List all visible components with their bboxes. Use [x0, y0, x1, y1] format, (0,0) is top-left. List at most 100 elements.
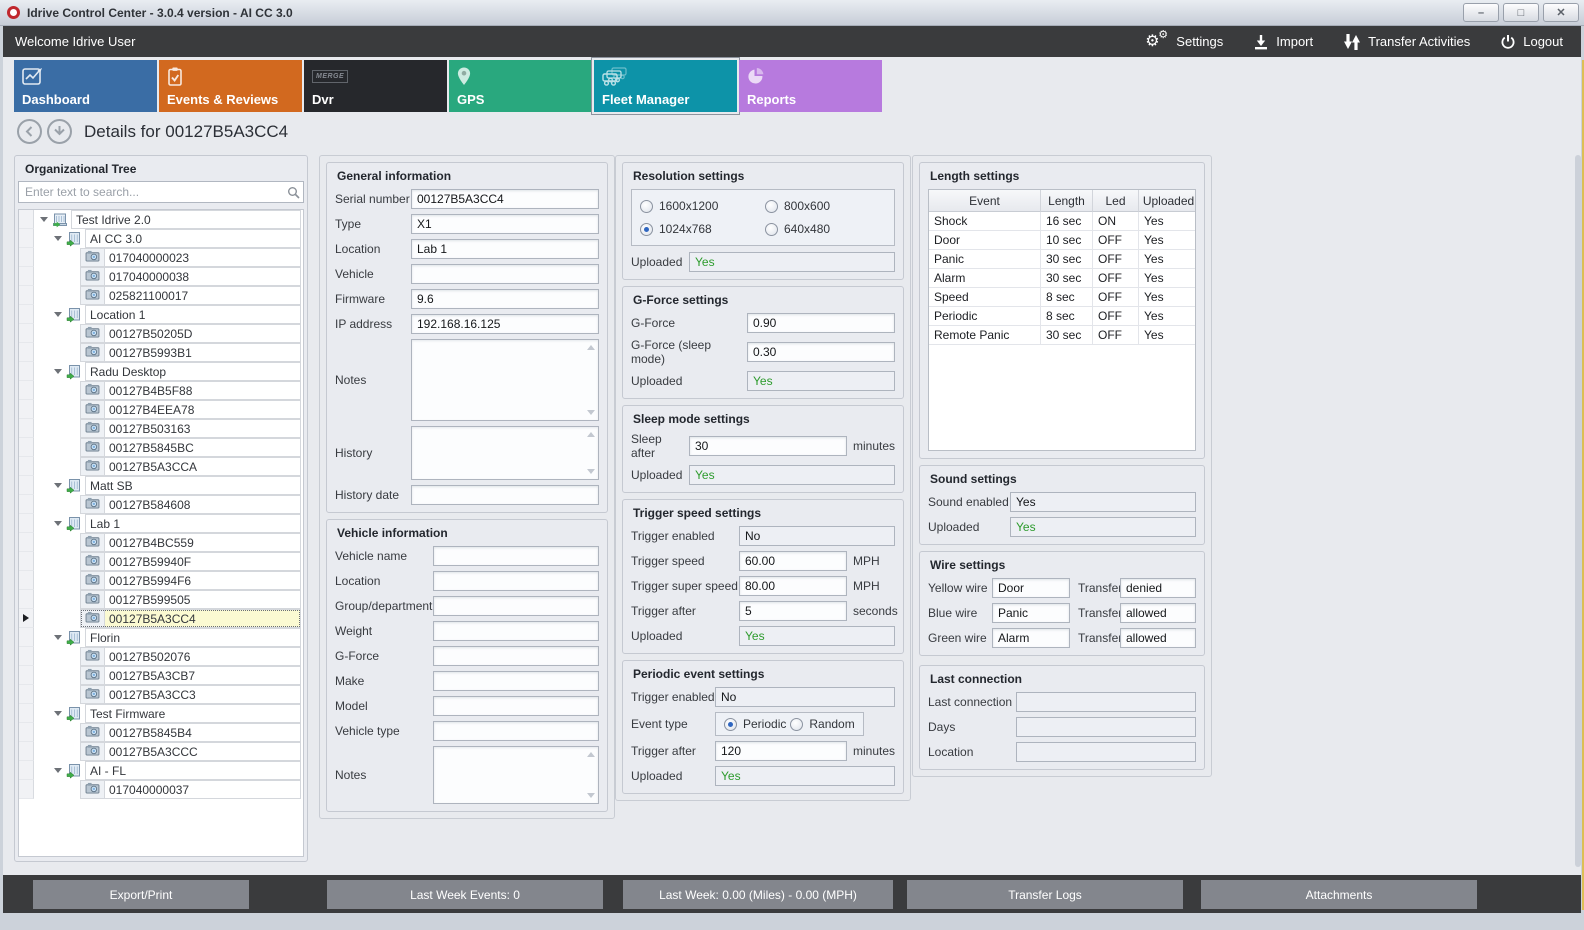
tree-row[interactable]: AI CC 3.0: [19, 229, 303, 248]
tab-dvr[interactable]: MERGE Dvr: [304, 60, 447, 112]
g-force-sleep-mode-field[interactable]: 0.30: [747, 342, 895, 362]
trigger-speed-field[interactable]: 60.00: [739, 551, 847, 571]
radio-button[interactable]: [765, 199, 778, 213]
vehicle-type-field[interactable]: [433, 721, 599, 741]
vertical-scrollbar[interactable]: [1575, 155, 1581, 867]
table-row[interactable]: Speed 8 sec OFF Yes: [929, 288, 1195, 307]
bottom-button-last-week-0-00-miles-0-00-mp[interactable]: Last Week: 0.00 (Miles) - 0.00 (MPH): [623, 880, 893, 909]
radio-button-selected[interactable]: [724, 717, 737, 731]
tab-reports[interactable]: Reports: [739, 60, 882, 112]
yellow-wire-field[interactable]: Door: [992, 578, 1070, 598]
vehicle-notes-field[interactable]: [433, 746, 599, 804]
resolution-option-640x480[interactable]: 640x480: [765, 222, 886, 236]
column-header-length[interactable]: Length: [1041, 190, 1093, 212]
toolbar-action-settings[interactable]: ⚙ ⚙ Settings: [1145, 29, 1223, 52]
expand-arrow-icon[interactable]: [54, 236, 62, 241]
column-header-led[interactable]: Led: [1093, 190, 1139, 212]
radio-button[interactable]: [640, 199, 653, 213]
tree-device-cell[interactable]: 00127B503163: [80, 419, 301, 438]
tab-gps[interactable]: GPS: [449, 60, 592, 112]
tree-device-cell[interactable]: 00127B59940F: [80, 552, 301, 571]
green-wire-field[interactable]: Alarm: [992, 628, 1070, 648]
tree-device-cell[interactable]: 00127B4B5F88: [80, 381, 301, 400]
group-department-field[interactable]: [433, 596, 599, 616]
serial-number-field[interactable]: 00127B5A3CC4: [411, 189, 599, 209]
resolution-option-800x600[interactable]: 800x600: [765, 199, 886, 213]
tree-device-cell[interactable]: 00127B5845BC: [80, 438, 301, 457]
tree-row[interactable]: Test Firmware: [19, 704, 303, 723]
tree-node-label-cell[interactable]: Matt SB: [85, 476, 301, 495]
search-input[interactable]: [19, 185, 283, 199]
firmware-field[interactable]: 9.6: [411, 289, 599, 309]
tree-row[interactable]: 00127B5845BC: [19, 438, 303, 457]
g-force-field[interactable]: 0.90: [747, 313, 895, 333]
bottom-button-last-week-events-0[interactable]: Last Week Events: 0: [327, 880, 603, 909]
tree-device-cell[interactable]: 00127B5845B4: [80, 723, 301, 742]
model-field[interactable]: [433, 696, 599, 716]
history-field[interactable]: [411, 426, 599, 480]
tab-fleet-manager[interactable]: Fleet Manager: [594, 60, 737, 112]
tree-device-cell[interactable]: 017040000023: [80, 248, 301, 267]
tree-row[interactable]: 00127B5A3CCC: [19, 742, 303, 761]
tree-row[interactable]: 025821100017: [19, 286, 303, 305]
column-header-uploaded[interactable]: Uploaded: [1139, 190, 1195, 212]
tree-node-label-cell[interactable]: Test Firmware: [85, 704, 301, 723]
tree-row[interactable]: 00127B5A3CCA: [19, 457, 303, 476]
tree-row[interactable]: 00127B5A3CC4: [19, 609, 303, 628]
tab-dashboard[interactable]: Dashboard: [14, 60, 157, 112]
tree-device-cell[interactable]: 017040000037: [80, 780, 301, 799]
tree-row[interactable]: Matt SB: [19, 476, 303, 495]
tree-row[interactable]: 00127B59940F: [19, 552, 303, 571]
tree-node-label-cell[interactable]: Test Idrive 2.0: [71, 210, 301, 229]
radio-button[interactable]: [790, 717, 804, 731]
expand-arrow-icon[interactable]: [54, 312, 62, 317]
trigger-after-field[interactable]: 5: [739, 601, 847, 621]
blue-wire-transfer-field[interactable]: allowed: [1120, 603, 1196, 623]
toolbar-action-logout[interactable]: Logout: [1500, 34, 1563, 50]
sleep-after-field[interactable]: 30: [689, 436, 847, 456]
table-row[interactable]: Panic 30 sec OFF Yes: [929, 250, 1195, 269]
tree-row[interactable]: 00127B599505: [19, 590, 303, 609]
tree-row[interactable]: Lab 1: [19, 514, 303, 533]
tree-row[interactable]: 00127B502076: [19, 647, 303, 666]
tree-device-cell[interactable]: 00127B4EEA78: [80, 400, 301, 419]
tree-device-cell[interactable]: 00127B5993B1: [80, 343, 301, 362]
tree-device-cell[interactable]: 00127B50205D: [80, 324, 301, 343]
tree-node-label-cell[interactable]: Radu Desktop: [85, 362, 301, 381]
tree-row[interactable]: AI - FL: [19, 761, 303, 780]
resolution-option-1024x768[interactable]: 1024x768: [640, 222, 761, 236]
expand-arrow-icon[interactable]: [54, 711, 62, 716]
expand-arrow-icon[interactable]: [54, 521, 62, 526]
tree-device-cell[interactable]: 025821100017: [80, 286, 301, 305]
tree-node-label-cell[interactable]: Location 1: [85, 305, 301, 324]
tree-row[interactable]: 00127B50205D: [19, 324, 303, 343]
tree-device-cell-selected[interactable]: 00127B5A3CC4: [80, 609, 301, 628]
bottom-button-attachments[interactable]: Attachments: [1201, 880, 1477, 909]
column-header-event[interactable]: Event: [929, 190, 1041, 212]
periodic-trigger-after-field[interactable]: 120: [715, 741, 847, 761]
close-button[interactable]: ✕: [1543, 3, 1579, 22]
tree-row[interactable]: 017040000038: [19, 267, 303, 286]
tree-row[interactable]: 00127B5993B1: [19, 343, 303, 362]
scroll-down-button[interactable]: [47, 119, 72, 144]
expand-arrow-icon[interactable]: [40, 217, 48, 222]
expand-arrow-icon[interactable]: [54, 483, 62, 488]
tree-row[interactable]: 00127B5845B4: [19, 723, 303, 742]
table-row[interactable]: Remote Panic 30 sec OFF Yes: [929, 326, 1195, 345]
maximize-button[interactable]: □: [1503, 3, 1539, 22]
tree-row[interactable]: 00127B584608: [19, 495, 303, 514]
weight-field[interactable]: [433, 621, 599, 641]
tree-row[interactable]: 00127B4B5F88: [19, 381, 303, 400]
tree-device-cell[interactable]: 00127B5A3CB7: [80, 666, 301, 685]
back-button[interactable]: [17, 119, 42, 144]
radio-button[interactable]: [765, 222, 778, 236]
yellow-wire-transfer-field[interactable]: denied: [1120, 578, 1196, 598]
tree-device-cell[interactable]: 00127B5A3CC3: [80, 685, 301, 704]
event-type-option-periodic[interactable]: Periodic: [724, 717, 786, 731]
bottom-button-transfer-logs[interactable]: Transfer Logs: [907, 880, 1183, 909]
minimize-button[interactable]: –: [1463, 3, 1499, 22]
tree-device-cell[interactable]: 00127B5A3CCA: [80, 457, 301, 476]
ip-address-field[interactable]: 192.168.16.125: [411, 314, 599, 334]
toolbar-action-transfer-activities[interactable]: Transfer Activities: [1343, 33, 1470, 50]
bottom-button-export-print[interactable]: Export/Print: [33, 880, 249, 909]
